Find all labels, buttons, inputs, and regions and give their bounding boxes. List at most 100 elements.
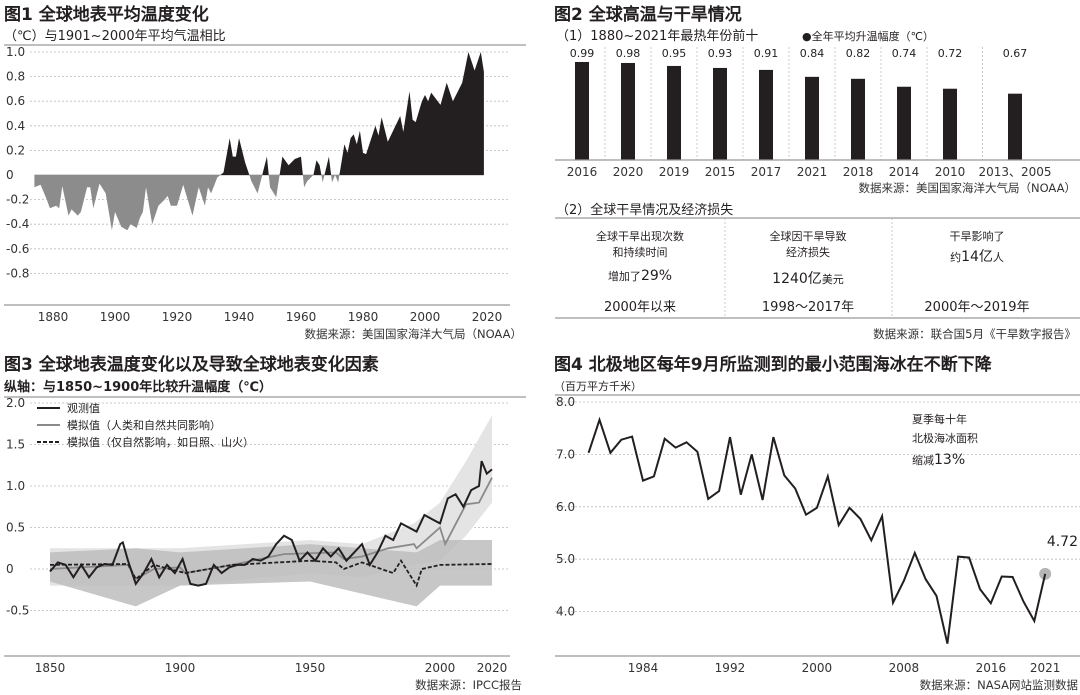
fig1-xtick-label: 2000 — [410, 310, 441, 324]
fig1-panel: 图1 全球地表平均温度变化 （℃）与1901~2000年平均气温相比 1.0 0.… — [4, 4, 526, 341]
fig2-bar — [713, 67, 727, 160]
fig2-category-label: 2017 — [751, 165, 782, 179]
fig1-ytick-label: 0.4 — [6, 119, 25, 133]
fig4-ytick-label: 8.0 — [556, 395, 575, 409]
fig2-table-period: 1998～2017年 — [762, 300, 854, 315]
fig3-xtick-label: 2020 — [477, 661, 508, 675]
fig4-series-line — [587, 416, 1047, 644]
fig3-ytick-label: 1.0 — [6, 479, 25, 493]
fig2-value-label: 0.95 — [662, 47, 687, 60]
fig3-xtick-label: 1850 — [35, 661, 66, 675]
fig2-bar — [851, 78, 865, 160]
fig2-value-label: 0.99 — [570, 47, 595, 60]
fig3-band-natural — [50, 540, 492, 607]
fig2-category-label: 2020 — [613, 165, 644, 179]
fig2-bar — [805, 76, 819, 160]
fig2-source2: 数据来源：联合国5月《干旱数字报告》 — [873, 327, 1076, 341]
fig2-bar — [621, 62, 635, 161]
fig2-value-label: 0.98 — [616, 47, 641, 60]
fig2-value-label: 0.74 — [892, 47, 917, 60]
fig2-value-label: 0.67 — [1003, 47, 1028, 60]
fig4-annotation-line2: 北极海冰面积 — [912, 431, 978, 445]
fig3-series-line — [49, 460, 493, 587]
fig3-title: 图3 全球地表温度变化以及导致全球地表变化因素 — [4, 354, 379, 375]
fig2-legend: ●全年平均升温幅度（℃） — [802, 29, 934, 43]
fig1-xtick-label: 1880 — [38, 310, 69, 324]
fig2-source1: 数据来源：美国国家海洋大气局（NOAA） — [858, 181, 1076, 195]
fig4-xtick-label: 2008 — [889, 661, 920, 675]
fig1-xtick-label: 2020 — [472, 310, 503, 324]
fig3-xtick-label: 1900 — [165, 661, 196, 675]
fig2-category-label: 2016 — [567, 165, 598, 179]
fig3-series-line — [49, 559, 493, 588]
fig3-legend-label: 观测值 — [67, 402, 100, 415]
fig1-title: 图1 全球地表平均温度变化 — [4, 4, 209, 25]
fig2-bar — [897, 86, 911, 160]
fig1-subtitle: （℃）与1901~2000年平均气温相比 — [4, 28, 226, 44]
fig2-category-label: 2021 — [797, 165, 828, 179]
fig1-xtick-label: 1900 — [100, 310, 131, 324]
fig2-title: 图2 全球高温与干旱情况 — [554, 4, 742, 25]
fig1-ytick-label: 0.6 — [6, 94, 25, 108]
fig2-part2-title: （2）全球干旱情况及经济损失 — [556, 202, 733, 218]
fig2-table-line1: 全球因干旱导致 — [770, 229, 847, 243]
fig2-part1-title: （1）1880~2021年最热年份前十 — [556, 28, 758, 44]
fig2-category-label: 2013、2005 — [978, 165, 1051, 179]
fig2-category-label: 2018 — [843, 165, 874, 179]
fig2-value-label: 0.72 — [938, 47, 963, 60]
fig3-subtitle: 纵轴：与1850~1900年比较升温幅度（℃） — [4, 379, 272, 395]
fig2-table-value: 约14亿人 — [950, 249, 1004, 265]
fig3-ytick-label: -0.5 — [6, 604, 29, 618]
fig2-table-line1: 干旱影响了 — [950, 230, 1005, 243]
fig2-category-label: 2015 — [705, 165, 736, 179]
fig2-bar — [759, 69, 773, 160]
fig2-table-line2: 经济损失 — [786, 245, 830, 259]
fig2-table-line2: 和持续时间 — [613, 245, 668, 259]
fig2-bar — [575, 61, 589, 160]
fig1-ytick-label: 1.0 — [6, 45, 25, 59]
fig3-xtick-label: 1950 — [295, 661, 326, 675]
fig4-xtick-label: 2016 — [976, 661, 1007, 675]
fig1-ytick-label: -0.8 — [6, 266, 29, 280]
fig1-xtick-label: 1980 — [348, 310, 379, 324]
fig1-ytick-label: -0.4 — [6, 217, 29, 231]
fig1-xtick-label: 1960 — [286, 310, 317, 324]
fig1-ytick-label: 0 — [6, 168, 14, 182]
fig3-ytick-label: 0.5 — [6, 521, 25, 535]
fig1-xtick-label: 1920 — [162, 310, 193, 324]
fig3-legend-label: 模拟值（仅自然影响，如日照、山火） — [67, 435, 254, 449]
fig4-last-value-label: 4.72 — [1047, 534, 1078, 550]
fig1-source: 数据来源：美国国家海洋大气局（NOAA） — [304, 327, 522, 341]
fig4-annotation-value: 缩减13% — [912, 452, 965, 468]
fig2-bar — [667, 65, 681, 160]
fig3-series-line — [49, 477, 493, 581]
fig3-ytick-label: 0 — [6, 562, 14, 576]
fig2-table-period: 2000年～2019年 — [924, 300, 1029, 315]
fig2-value-label: 0.93 — [708, 47, 733, 60]
fig2-bar — [943, 88, 957, 160]
fig1-ytick-label: -0.6 — [6, 242, 29, 256]
fig2-table-line1: 全球干旱出现次数 — [596, 229, 684, 243]
fig4-panel: 图4 北极地区每年9月所监测到的最小范围海冰在不断下降 （百万平方千米） 8.0… — [554, 354, 1080, 692]
fig4-xtick-label: 2021 — [1030, 661, 1061, 675]
fig1-ytick-label: 0.8 — [6, 70, 25, 84]
fig4-xtick-label: 1984 — [628, 661, 659, 675]
fig3-ytick-label: 1.5 — [6, 438, 25, 452]
fig3-legend-label: 模拟值（人类和自然共同影响） — [67, 418, 221, 432]
fig2-value-label: 0.91 — [754, 47, 779, 60]
fig3-panel: 图3 全球地表温度变化以及导致全球地表变化因素 纵轴：与1850~1900年比较… — [4, 354, 526, 692]
fig2-value-label: 0.82 — [846, 47, 871, 60]
fig4-title: 图4 北极地区每年9月所监测到的最小范围海冰在不断下降 — [554, 354, 993, 375]
fig2-panel: 图2 全球高温与干旱情况 （1）1880~2021年最热年份前十 ●全年平均升温… — [554, 4, 1080, 341]
fig2-table-value: 增加了29% — [608, 268, 672, 284]
fig4-ytick-label: 6.0 — [556, 500, 575, 514]
fig2-category-label: 2019 — [659, 165, 690, 179]
fig4-highlight-dot — [1039, 567, 1052, 580]
fig4-annotation-line1: 夏季每十年 — [912, 412, 967, 426]
fig2-table-value: 1240亿美元 — [772, 271, 844, 287]
fig2-category-label: 2014 — [889, 165, 920, 179]
fig1-area-positive — [34, 52, 484, 175]
fig3-xtick-label: 2000 — [425, 661, 456, 675]
fig2-value-label: 0.84 — [800, 47, 825, 60]
